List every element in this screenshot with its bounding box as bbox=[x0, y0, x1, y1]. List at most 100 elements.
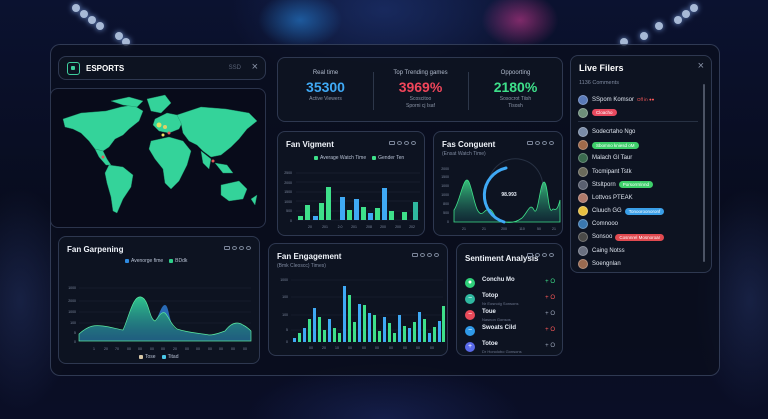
stat-value: 3969% bbox=[398, 79, 443, 95]
svg-text:2.0: 2.0 bbox=[338, 225, 343, 229]
svg-text:2000: 2000 bbox=[68, 299, 76, 303]
svg-text:00: 00 bbox=[161, 347, 165, 351]
list-item[interactable]: Sbomno kniesd oM bbox=[578, 139, 698, 152]
live-filers-title: Live Filers bbox=[579, 63, 624, 73]
svg-text:20: 20 bbox=[173, 347, 177, 351]
sentiment-item[interactable]: − Totop Nr Eosnolg Sonsons + O bbox=[465, 292, 557, 308]
avatar bbox=[578, 258, 588, 269]
list-item[interactable]: SSpom Komsor Off in ●● bbox=[578, 93, 698, 106]
stat-label: Oppoorting bbox=[500, 70, 531, 76]
scrollbar[interactable] bbox=[703, 84, 705, 262]
stadium-lights bbox=[0, 0, 768, 50]
live-filers-panel: Live Filers × 1136 Comments SSpom Komsor… bbox=[570, 55, 712, 273]
svg-text:70: 70 bbox=[115, 347, 119, 351]
list-item[interactable]: Lottvos PTEAK bbox=[578, 191, 698, 204]
svg-text:10: 10 bbox=[335, 346, 339, 350]
svg-text:5: 5 bbox=[74, 331, 76, 335]
list-item[interactable]: Tocmipant Tstk bbox=[578, 165, 698, 178]
user-name: Stsltporn bbox=[592, 181, 616, 188]
user-name: Tocmipant Tstk bbox=[592, 168, 632, 175]
stats-panel: Real time 35300 Active Viewers Top Trend… bbox=[277, 57, 563, 122]
sentiment-list: ● Conchu Mo + O − Totop Nr Eosnolg Sonso… bbox=[465, 276, 557, 356]
avatar bbox=[578, 192, 588, 203]
svg-text:20: 20 bbox=[308, 225, 312, 229]
svg-text:1000: 1000 bbox=[441, 193, 449, 197]
chart-title: Fan Engagement bbox=[277, 252, 342, 261]
window-controls[interactable] bbox=[527, 253, 554, 257]
list-item[interactable]: Cloacho bbox=[578, 106, 698, 119]
list-item[interactable]: Malach Gl Taur bbox=[578, 152, 698, 165]
svg-text:00: 00 bbox=[362, 346, 366, 350]
close-icon[interactable]: × bbox=[697, 60, 704, 72]
minus-icon: − bbox=[465, 310, 475, 320]
svg-text:5: 5 bbox=[286, 328, 288, 332]
svg-text:00: 00 bbox=[375, 346, 379, 350]
svg-text:00: 00 bbox=[348, 346, 352, 350]
window-controls[interactable] bbox=[527, 141, 554, 145]
avatar bbox=[578, 166, 588, 177]
fan-engagement-chart: Fan Engagement (Bmk Cleoscc) Times) 1000… bbox=[268, 243, 448, 356]
svg-text:00: 00 bbox=[196, 347, 200, 351]
user-tag: Sbomno kniesd oM bbox=[592, 141, 639, 149]
svg-text:21: 21 bbox=[552, 227, 556, 231]
stat-realtime: Real time 35300 Active Viewers bbox=[278, 58, 373, 123]
sentiment-item[interactable]: − Toue Nasnon Gonsos + O bbox=[465, 308, 557, 324]
user-name: Malach Gl Taur bbox=[592, 155, 633, 162]
stat-value: 35300 bbox=[306, 79, 345, 95]
user-name: SSpom Komsor bbox=[592, 96, 635, 103]
user-name: Lottvos PTEAK bbox=[592, 194, 633, 201]
minus-icon: − bbox=[465, 294, 475, 304]
user-name: Soengnlan bbox=[592, 260, 621, 267]
window-controls[interactable] bbox=[224, 246, 251, 250]
svg-text:1000: 1000 bbox=[284, 200, 292, 204]
sentiment-item[interactable]: ● Conchu Mo + O bbox=[465, 276, 557, 292]
list-item[interactable]: Cluuch GG Tonooroonoronf bbox=[578, 205, 698, 218]
sentiment-item[interactable]: − Swoats Cild + O bbox=[465, 324, 557, 340]
svg-text:2000: 2000 bbox=[284, 181, 292, 185]
esports-logo-icon bbox=[67, 62, 80, 75]
user-name: Comnooo bbox=[592, 221, 619, 228]
comments-count: 1136 Comments bbox=[579, 80, 619, 86]
chart-legend-bottom: Tose Titad bbox=[139, 354, 179, 360]
divider bbox=[468, 72, 469, 110]
window-controls[interactable] bbox=[389, 141, 416, 145]
list-item[interactable]: Soengnlan bbox=[578, 257, 698, 270]
sentiment-item[interactable]: + Totoe Dr Honolobo Gonsons + O bbox=[465, 340, 557, 356]
user-name: Cluuch GG bbox=[592, 208, 622, 215]
svg-text:21: 21 bbox=[482, 227, 486, 231]
list-item[interactable]: Sonsoo Cosnnrel Mosnoroar bbox=[578, 231, 698, 244]
svg-text:2000: 2000 bbox=[441, 167, 449, 171]
list-item[interactable]: Caing Notss bbox=[578, 244, 698, 257]
window-controls[interactable] bbox=[412, 253, 439, 257]
list-item[interactable]: Stsltporn Porsorrrrinnd bbox=[578, 178, 698, 191]
user-tag: Tonooroonoronf bbox=[624, 207, 665, 215]
chart-title: Fan Garpening bbox=[67, 245, 124, 254]
close-icon[interactable]: × bbox=[251, 61, 258, 73]
chart-title: Fan Vigment bbox=[286, 140, 334, 149]
svg-text:00: 00 bbox=[416, 346, 420, 350]
delta: + O bbox=[545, 311, 555, 317]
sentiment-analysis-panel: Sentiment Analysis ● Conchu Mo + O − Tot… bbox=[456, 243, 563, 356]
list-item[interactable]: Sodecrtaho Ngo bbox=[578, 125, 698, 138]
svg-text:00: 00 bbox=[243, 347, 247, 351]
svg-text:1000: 1000 bbox=[68, 286, 76, 290]
svg-text:0: 0 bbox=[447, 220, 449, 224]
list-item[interactable]: Comnooo bbox=[578, 218, 698, 231]
svg-text:00: 00 bbox=[138, 347, 142, 351]
svg-text:110: 110 bbox=[519, 227, 525, 231]
panel-title: Sentiment Analysis bbox=[465, 254, 539, 263]
chart-title: Fas Conguent bbox=[442, 140, 496, 149]
delta: + O bbox=[545, 279, 555, 285]
chart-legend: Avenorge fime BDdk bbox=[125, 258, 187, 264]
stat-label: Top Trending games bbox=[393, 70, 448, 76]
svg-text:21: 21 bbox=[462, 227, 466, 231]
svg-text:1: 1 bbox=[93, 347, 95, 351]
avatar bbox=[578, 153, 588, 164]
world-map[interactable] bbox=[50, 88, 266, 228]
status-text: Off in ●● bbox=[637, 97, 655, 103]
svg-text:00: 00 bbox=[389, 346, 393, 350]
svg-text:208: 208 bbox=[366, 225, 372, 229]
delta: + O bbox=[545, 327, 555, 333]
fan-garpening-chart: Fan Garpening Avenorge fime BDdk 1000 200… bbox=[58, 236, 260, 364]
